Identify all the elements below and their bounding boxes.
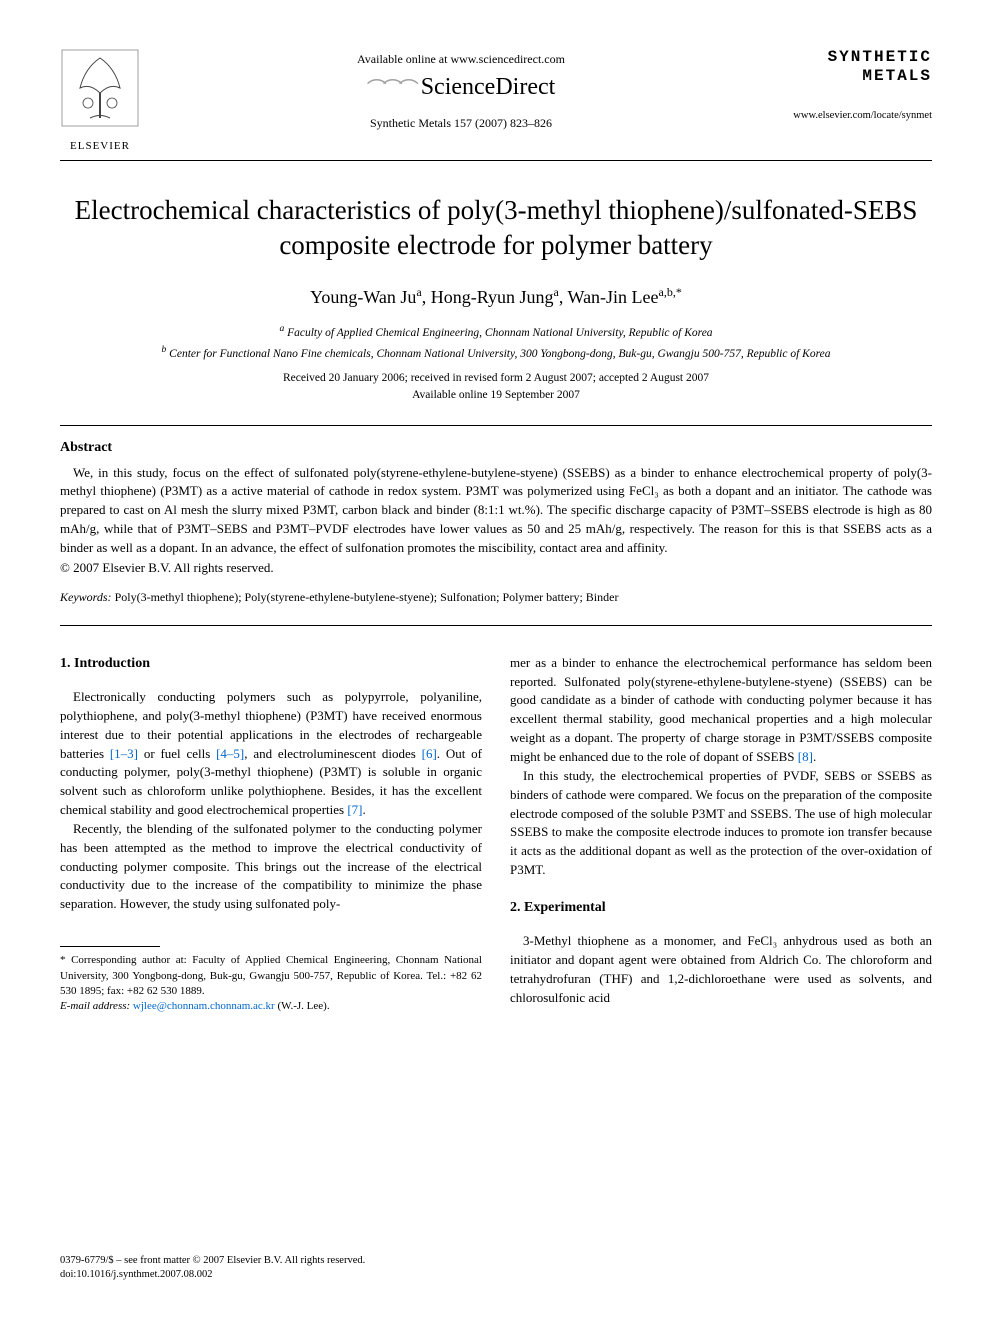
intro-para-1: Electronically conducting polymers such …: [60, 688, 482, 820]
journal-logo-block: SYNTHETIC METALS www.elsevier.com/locate…: [782, 48, 932, 121]
column-right: mer as a binder to enhance the electroch…: [510, 654, 932, 1015]
header-row: ELSEVIER Available online at www.science…: [60, 48, 932, 152]
journal-url: www.elsevier.com/locate/synmet: [782, 110, 932, 121]
author-1: Young-Wan Ju: [310, 287, 416, 307]
center-header: Available online at www.sciencedirect.co…: [140, 48, 782, 131]
ref-link-4-5[interactable]: [4–5]: [216, 746, 244, 761]
intro-para-2: Recently, the blending of the sulfonated…: [60, 820, 482, 914]
article-title: Electrochemical characteristics of poly(…: [60, 193, 932, 263]
corresponding-footnote: * Corresponding author at: Faculty of Ap…: [60, 953, 482, 999]
author-3: Wan-Jin Lee: [568, 287, 659, 307]
p1e: .: [363, 802, 366, 817]
p2a: mer as a binder to enhance the electroch…: [510, 655, 932, 764]
elsevier-block: ELSEVIER: [60, 48, 140, 152]
intro-para-3: In this study, the electrochemical prope…: [510, 767, 932, 880]
footnote-star-icon: *: [60, 954, 66, 966]
affiliation-b: b Center for Functional Nano Fine chemic…: [60, 343, 932, 362]
dates-available: Available online 19 September 2007: [60, 387, 932, 404]
sd-swirl-icon: ⌒⌒⌒: [367, 73, 415, 102]
keywords-label: Keywords:: [60, 590, 112, 604]
footer-doi: doi:10.1016/j.synthmet.2007.08.002: [60, 1268, 365, 1283]
email-link[interactable]: wjlee@chonnam.chonnam.ac.kr: [133, 1000, 275, 1012]
footnote-rule: [60, 946, 160, 947]
section-2-heading: 2. Experimental: [510, 898, 932, 918]
author-2: Hong-Ryun Jung: [431, 287, 554, 307]
authors-line: Young-Wan Jua, Hong-Ryun Junga, Wan-Jin …: [60, 285, 932, 308]
copyright-line: © 2007 Elsevier B.V. All rights reserved…: [60, 560, 932, 576]
affiliation-b-text: Center for Functional Nano Fine chemical…: [169, 348, 830, 360]
p1b: or fuel cells: [138, 746, 216, 761]
affiliation-a-text: Faculty of Applied Chemical Engineering,…: [287, 327, 712, 339]
abstract-body: We, in this study, focus on the effect o…: [60, 464, 932, 558]
body-columns: 1. Introduction Electronically conductin…: [60, 654, 932, 1015]
footnote-corr-text: Corresponding author at: Faculty of Appl…: [60, 954, 482, 997]
elsevier-tree-logo: [60, 48, 140, 138]
publisher-name: ELSEVIER: [60, 140, 140, 152]
section-1-heading: 1. Introduction: [60, 654, 482, 674]
available-online-text: Available online at www.sciencedirect.co…: [140, 52, 782, 67]
affiliation-a: a Faculty of Applied Chemical Engineerin…: [60, 322, 932, 341]
email-label: E-mail address:: [60, 1000, 130, 1012]
dates-received: Received 20 January 2006; received in re…: [60, 370, 932, 387]
footer-issn: 0379-6779/$ – see front matter © 2007 El…: [60, 1254, 365, 1269]
author-2-affil: a: [554, 285, 559, 299]
column-left: 1. Introduction Electronically conductin…: [60, 654, 482, 1015]
email-footnote: E-mail address: wjlee@chonnam.chonnam.ac…: [60, 999, 482, 1014]
exp-para-1: 3-Methyl thiophene as a monomer, and FeC…: [510, 932, 932, 1007]
ref-link-1-3[interactable]: [1–3]: [110, 746, 138, 761]
journal-logo-line1: SYNTHETIC: [782, 48, 932, 67]
p1c: , and electroluminescent diodes: [244, 746, 421, 761]
journal-logo-line2: METALS: [782, 67, 932, 86]
page-footer: 0379-6779/$ – see front matter © 2007 El…: [60, 1254, 365, 1283]
journal-reference: Synthetic Metals 157 (2007) 823–826: [140, 116, 782, 131]
author-1-affil: a: [416, 285, 421, 299]
article-dates: Received 20 January 2006; received in re…: [60, 370, 932, 405]
sciencedirect-logo: ⌒⌒⌒ ScienceDirect: [140, 73, 782, 102]
abstract-heading: Abstract: [60, 440, 932, 456]
ref-link-8[interactable]: [8]: [798, 749, 813, 764]
keywords-line: Keywords: Poly(3-methyl thiophene); Poly…: [60, 590, 932, 605]
ref-link-6[interactable]: [6]: [422, 746, 437, 761]
abstract-top-rule: [60, 425, 932, 426]
keywords-text: Poly(3-methyl thiophene); Poly(styrene-e…: [112, 590, 619, 604]
sd-brand-text: ScienceDirect: [421, 74, 556, 101]
corresponding-star: *: [676, 285, 682, 299]
author-3-affil: a,b,: [659, 285, 676, 299]
ref-link-7[interactable]: [7]: [347, 802, 362, 817]
p2b: .: [813, 749, 816, 764]
header-rule: [60, 160, 932, 161]
email-who: (W.-J. Lee).: [275, 1000, 330, 1012]
abstract-bottom-rule: [60, 625, 932, 626]
intro-para-2-cont: mer as a binder to enhance the electroch…: [510, 654, 932, 767]
